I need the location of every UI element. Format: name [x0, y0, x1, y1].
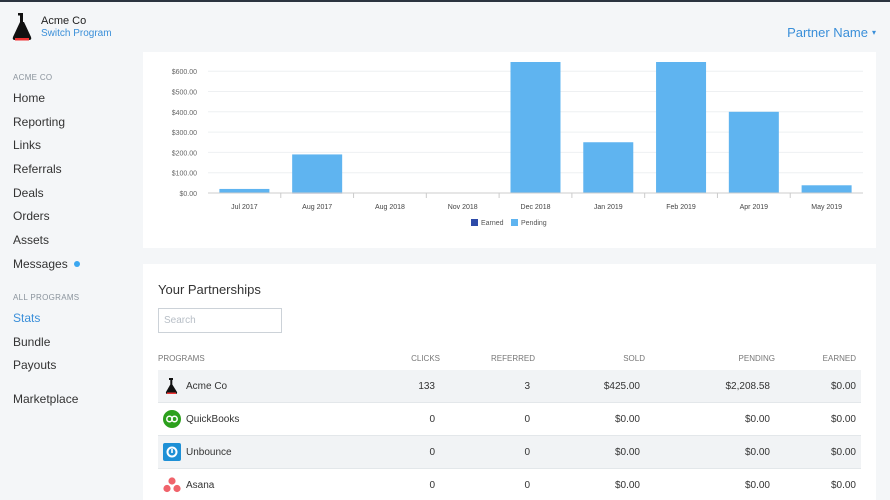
- y-tick-label: $500.00: [172, 90, 197, 97]
- acme-flask-icon: [165, 378, 178, 394]
- pending-bar: [510, 62, 561, 193]
- pending-value: $0.00: [744, 480, 770, 491]
- sidebar-section-label: ALL PROGRAMS: [13, 293, 80, 302]
- clicks-value: 0: [429, 447, 435, 458]
- sidebar-item-marketplace[interactable]: Marketplace: [13, 392, 79, 406]
- asana-icon: [163, 477, 181, 493]
- pending-value: $0.00: [744, 414, 770, 425]
- sidebar-item-stats[interactable]: Stats: [13, 311, 41, 325]
- clicks-value: 0: [429, 414, 435, 425]
- column-header-clicks[interactable]: CLICKS: [411, 354, 440, 363]
- sidebar-item-orders[interactable]: Orders: [13, 209, 50, 223]
- clicks-value: 133: [418, 381, 435, 392]
- partnerships-table: Acme Co 133 3 $425.00 $2,208.58 $0.00 Qu…: [158, 370, 861, 500]
- referred-value: 0: [524, 414, 530, 425]
- sold-value: $0.00: [614, 447, 640, 458]
- table-row[interactable]: Acme Co 133 3 $425.00 $2,208.58 $0.00: [158, 370, 861, 403]
- x-tick-label: Feb 2019: [666, 204, 696, 211]
- pending-bar: [292, 154, 343, 193]
- program-name: Acme Co: [41, 15, 87, 27]
- earned-value: $0.00: [830, 381, 856, 392]
- quickbooks-icon: [163, 410, 181, 428]
- earnings-chart-card: $0.00 $100.00 $200.00 $300.00 $400.00 $500.00…: [143, 52, 876, 248]
- unbounce-icon: [163, 443, 181, 461]
- pending-bar: [656, 62, 707, 193]
- header: Acme Co Switch Program Partner Name ▾: [0, 2, 890, 52]
- search-input[interactable]: [158, 308, 282, 333]
- table-header: PROGRAMS CLICKS REFERRED SOLD PENDING EA…: [158, 354, 861, 366]
- y-tick-label: $300.00: [172, 130, 197, 137]
- earned-value: $0.00: [830, 480, 856, 491]
- sidebar-item-deals[interactable]: Deals: [13, 186, 44, 200]
- x-tick-label: Nov 2018: [448, 204, 478, 211]
- column-header-referred[interactable]: REFERRED: [490, 354, 535, 363]
- pending-bar: [801, 185, 852, 193]
- program-name: Acme Co: [186, 381, 228, 392]
- sidebar-item-label: Messages: [13, 257, 68, 271]
- earned-value: $0.00: [830, 447, 856, 458]
- partnerships-card: Your Partnerships PROGRAMS CLICKS REFERR…: [143, 264, 876, 500]
- x-tick-label: Jan 2019: [594, 204, 623, 211]
- column-header-sold[interactable]: SOLD: [623, 354, 645, 363]
- y-tick-label: $200.00: [172, 150, 197, 157]
- acme-flask-icon: [12, 13, 32, 41]
- y-tick-label: $400.00: [172, 110, 197, 117]
- column-header-pending[interactable]: PENDING: [738, 354, 775, 363]
- partnerships-title: Your Partnerships: [158, 282, 261, 297]
- legend-swatch: [511, 219, 518, 226]
- table-row[interactable]: Asana 0 0 $0.00 $0.00 $0.00: [158, 469, 861, 500]
- sidebar-section-label: ACME CO: [13, 73, 53, 82]
- pending-value: $2,208.58: [725, 381, 771, 392]
- unread-dot-icon: [73, 261, 80, 267]
- switch-program-link[interactable]: Switch Program: [41, 28, 112, 39]
- sidebar-item-messages[interactable]: Messages: [13, 257, 80, 271]
- sold-value: $0.00: [614, 414, 640, 425]
- sold-value: $425.00: [603, 381, 640, 392]
- referred-value: 3: [524, 381, 530, 392]
- sidebar-item-payouts[interactable]: Payouts: [13, 358, 57, 372]
- sidebar-item-reporting[interactable]: Reporting: [13, 115, 66, 129]
- partner-menu[interactable]: Partner Name ▾: [787, 25, 876, 40]
- pending-bar: [583, 142, 634, 193]
- program-name: Unbounce: [186, 447, 232, 458]
- partner-name: Partner Name: [787, 25, 868, 40]
- x-tick-label: Aug 2018: [375, 204, 405, 211]
- earnings-chart: $0.00 $100.00 $200.00 $300.00 $400.00 $500.00…: [172, 62, 863, 227]
- y-tick-label: $100.00: [172, 171, 197, 178]
- sidebar-item-bundle[interactable]: Bundle: [13, 335, 51, 349]
- y-tick-label: $0.00: [179, 191, 197, 198]
- pending-bar: [728, 111, 779, 193]
- pending-bar: [219, 188, 270, 193]
- clicks-value: 0: [429, 480, 435, 491]
- sidebar-item-links[interactable]: Links: [13, 138, 42, 152]
- x-tick-label: Dec 2018: [521, 204, 551, 211]
- legend-label: Earned: [481, 220, 504, 227]
- referred-value: 0: [524, 447, 530, 458]
- table-row[interactable]: Unbounce 0 0 $0.00 $0.00 $0.00: [158, 436, 861, 469]
- sidebar-item-referrals[interactable]: Referrals: [13, 162, 62, 176]
- x-tick-label: Jul 2017: [231, 204, 258, 211]
- column-header-programs[interactable]: PROGRAMS: [158, 354, 205, 363]
- pending-value: $0.00: [744, 447, 770, 458]
- earned-value: $0.00: [830, 414, 856, 425]
- legend-swatch: [471, 219, 478, 226]
- y-tick-label: $600.00: [172, 69, 197, 76]
- table-row[interactable]: QuickBooks 0 0 $0.00 $0.00 $0.00: [158, 403, 861, 436]
- x-tick-label: May 2019: [811, 204, 842, 211]
- sold-value: $0.00: [614, 480, 640, 491]
- referred-value: 0: [524, 480, 530, 491]
- top-border: [0, 0, 890, 2]
- sidebar-item-assets[interactable]: Assets: [13, 233, 50, 247]
- legend-label: Pending: [521, 220, 547, 227]
- sidebar-item-home[interactable]: Home: [13, 91, 46, 105]
- program-name: Asana: [186, 480, 215, 491]
- x-tick-label: Aug 2017: [302, 204, 332, 211]
- column-header-earned[interactable]: EARNED: [822, 354, 856, 363]
- x-tick-label: Apr 2019: [740, 204, 769, 211]
- chevron-down-icon: ▾: [871, 28, 876, 37]
- sidebar: ACME CO Home Reporting Links Referrals D…: [0, 52, 140, 500]
- program-name: QuickBooks: [186, 414, 240, 425]
